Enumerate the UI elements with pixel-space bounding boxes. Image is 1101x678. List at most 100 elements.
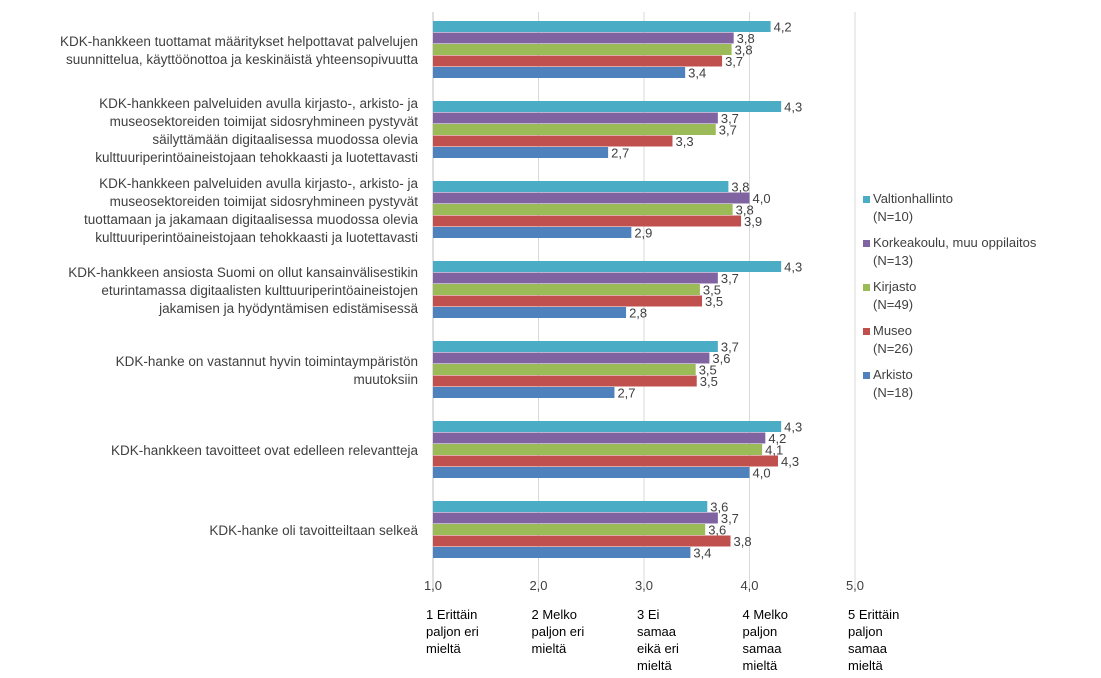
data-label-6-4: 4,3	[781, 454, 799, 469]
category-label-4-line-1: KDK-hankkeen ansiosta Suomi on ollut kan…	[68, 265, 418, 280]
bar-3-5	[433, 227, 632, 238]
data-label-2-3: 3,7	[719, 122, 737, 137]
data-label-2-1: 4,3	[784, 99, 802, 114]
category-label-1-line-2: suunnittelua, käyttöönottoa ja keskinäis…	[66, 52, 418, 67]
category-label-4-line-3: jakamisen ja hyödyntämisen edistämisessä	[158, 301, 418, 316]
legend-label-5: Arkisto	[873, 367, 913, 382]
category-label-2-line-1: KDK-hankkeen palveluiden avulla kirjasto…	[99, 96, 418, 111]
bar-1-1	[433, 21, 771, 32]
scale-label-5-line-1: 5 Erittäin	[848, 607, 899, 622]
data-label-7-3: 3,6	[708, 522, 726, 537]
data-label-5-4: 3,5	[700, 374, 718, 389]
bar-5-3	[433, 364, 696, 375]
category-label-3-line-1: KDK-hankkeen palveluiden avulla kirjasto…	[99, 176, 418, 191]
data-label-7-2: 3,7	[721, 511, 739, 526]
category-label-5-line-2: muutoksiin	[353, 372, 418, 387]
bar-4-5	[433, 307, 627, 318]
data-label-3-3: 3,8	[736, 202, 754, 217]
bar-7-1	[433, 501, 708, 512]
category-label-1-line-1: KDK-hankkeen tuottamat määritykset helpo…	[60, 34, 418, 49]
legend-n-3: (N=49)	[873, 297, 913, 312]
bar-2-3	[433, 124, 716, 135]
scale-label-5-line-3: samaa	[848, 641, 888, 656]
category-label-7-line-1: KDK-hanke oli tavoitteiltaan selkeä	[209, 523, 418, 538]
bar-7-2	[433, 512, 718, 524]
scale-label-3-line-2: samaa	[637, 624, 677, 639]
scale-label-4-line-3: samaa	[743, 641, 783, 656]
legend-label-1: Valtionhallinto	[873, 191, 953, 206]
bar-5-4	[433, 375, 697, 387]
legend-swatch-4	[863, 328, 870, 335]
scale-label-2-line-3: mieltä	[532, 641, 567, 656]
data-label-2-2: 3,7	[721, 111, 739, 126]
legend-label-2: Korkeakoulu, muu oppilaitos	[873, 235, 1037, 250]
bar-5-5	[433, 387, 615, 398]
data-label-7-4: 3,8	[734, 534, 752, 549]
data-label-4-3: 3,5	[703, 282, 721, 297]
legend-n-5: (N=18)	[873, 385, 913, 400]
category-label-3-line-2: museosektoreiden toimijat sidosryhmineen…	[110, 194, 419, 209]
data-label-5-3: 3,5	[699, 362, 717, 377]
bar-4-2	[433, 272, 718, 284]
scale-label-2-line-1: 2 Melko	[532, 607, 578, 622]
data-label-1-3: 3,8	[735, 42, 753, 57]
x-axis-tick-labels: 1,0 2,0 3,0 4,0 5,0	[424, 578, 864, 593]
data-label-5-1: 3,7	[721, 339, 739, 354]
legend-label-4: Museo	[873, 323, 912, 338]
scale-label-5-line-4: mieltä	[848, 658, 883, 673]
bar-7-5	[433, 547, 691, 558]
data-label-4-5: 2,8	[629, 305, 647, 320]
category-label-4-line-2: eturintamassa digitaalisten kulttuuriper…	[101, 283, 418, 298]
legend-swatch-1	[863, 196, 870, 203]
bar-2-4	[433, 135, 673, 147]
category-label-2-line-2: museosektoreiden toimijat sidosryhmineen…	[110, 114, 419, 129]
data-label-4-1: 4,3	[784, 259, 802, 274]
bar-7-4	[433, 535, 731, 547]
data-label-5-2: 3,6	[712, 351, 730, 366]
category-label-2-line-4: kulttuuriperintöaineistojaan tehokkaasti…	[95, 150, 418, 165]
scale-label-1-line-3: mieltä	[426, 641, 461, 656]
data-label-4-2: 3,7	[721, 271, 739, 286]
data-label-2-4: 3,3	[675, 134, 693, 149]
scale-label-3-line-4: mieltä	[637, 658, 672, 673]
scale-label-1-line-1: 1 Erittäin	[426, 607, 477, 622]
category-label-5-line-1: KDK-hanke on vastannut hyvin toimintaymp…	[116, 354, 418, 369]
legend-swatch-3	[863, 284, 870, 291]
x-tick-label-4: 4,0	[740, 578, 758, 593]
legend-swatch-5	[863, 372, 870, 379]
data-label-6-2: 4,2	[768, 431, 786, 446]
bar-2-2	[433, 112, 718, 124]
category-label-6-line-1: KDK-hankkeen tavoitteet ovat edelleen re…	[111, 443, 418, 458]
x-tick-label-3: 3,0	[635, 578, 653, 593]
bars: 4,23,83,83,73,44,33,73,73,32,73,84,03,83…	[433, 19, 802, 560]
data-label-6-5: 4,0	[753, 465, 771, 480]
legend-label-3: Kirjasto	[873, 279, 916, 294]
bar-4-1	[433, 261, 782, 272]
data-label-7-1: 3,6	[710, 499, 728, 514]
scale-label-5-line-2: paljon	[848, 624, 883, 639]
scale-label-2-line-2: paljon eri	[532, 624, 585, 639]
category-label-3-line-4: kulttuuriperintöaineistojaan tehokkaasti…	[95, 230, 418, 245]
x-tick-label-1: 1,0	[424, 578, 442, 593]
bar-5-2	[433, 352, 710, 364]
category-label-3-line-3: tuottamaan ja jakamaan digitaalisessa mu…	[84, 212, 418, 227]
bar-5-1	[433, 341, 718, 352]
legend-n-4: (N=26)	[873, 341, 913, 356]
bar-1-5	[433, 67, 686, 78]
bar-6-3	[433, 444, 763, 455]
data-label-7-5: 3,4	[693, 545, 711, 560]
bar-6-4	[433, 455, 778, 467]
legend-n-1: (N=10)	[873, 209, 913, 224]
data-label-1-5: 3,4	[688, 65, 706, 80]
x-tick-label-2: 2,0	[529, 578, 547, 593]
data-label-6-3: 4,1	[765, 442, 783, 457]
data-label-1-1: 4,2	[774, 19, 792, 34]
data-label-3-5: 2,9	[634, 225, 652, 240]
legend-n-2: (N=13)	[873, 253, 913, 268]
data-label-4-4: 3,5	[705, 294, 723, 309]
scale-label-1-line-2: paljon eri	[426, 624, 479, 639]
bar-1-2	[433, 32, 734, 44]
scale-label-4-line-2: paljon	[743, 624, 778, 639]
data-label-3-4: 3,9	[744, 214, 762, 229]
